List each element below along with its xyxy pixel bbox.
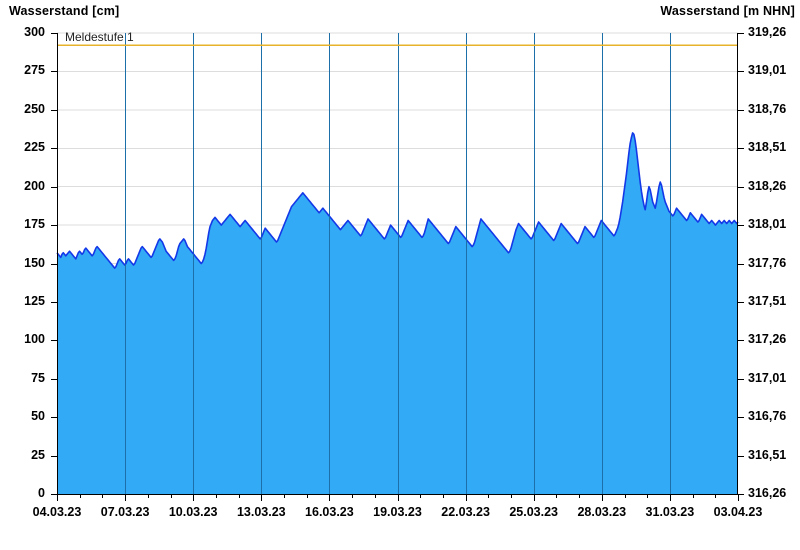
right-axis-tick-label: 319,26 <box>748 25 787 39</box>
x-axis-tick-label: 13.03.23 <box>236 505 286 519</box>
right-axis-tick-label: 316,26 <box>748 486 787 500</box>
x-axis-tick-label: 19.03.23 <box>373 505 422 519</box>
right-axis-tick-label: 318,76 <box>748 101 787 116</box>
meldestufe-1-label: Meldestufe 1 <box>65 30 134 45</box>
left-axis-tick-label: 25 <box>31 447 45 462</box>
left-axis-tick-label: 0 <box>38 486 45 500</box>
right-axis-tick-label: 316,51 <box>748 447 787 462</box>
right-axis-tick-label: 318,26 <box>748 178 787 193</box>
left-axis-tick-label: 175 <box>24 217 45 232</box>
x-axis-tick-label: 22.03.23 <box>441 505 490 519</box>
right-axis-tick-label: 318,51 <box>748 140 787 155</box>
right-axis-tick-label: 317,51 <box>748 293 787 308</box>
right-axis-tick-label: 316,76 <box>748 409 787 424</box>
x-axis-tick-label: 28.03.23 <box>577 505 627 519</box>
left-axis-tick-label: 275 <box>24 63 45 78</box>
left-axis-tick-label: 125 <box>24 293 45 308</box>
right-axis-tick-label: 319,01 <box>748 63 787 78</box>
left-axis-tick-label: 75 <box>31 370 45 385</box>
right-axis-tick-label: 317,01 <box>748 370 787 385</box>
left-axis-tick-label: 50 <box>31 409 45 424</box>
left-axis-title: Wasserstand [cm] <box>9 4 120 18</box>
x-axis-tick-label: 03.04.23 <box>713 505 763 519</box>
x-axis-tick-label: 10.03.23 <box>168 505 218 519</box>
right-axis-tick-label: 317,76 <box>748 255 787 270</box>
right-axis-title: Wasserstand [m NHN] <box>660 4 795 18</box>
left-axis-tick-label: 200 <box>24 178 45 193</box>
x-axis-tick-label: 31.03.23 <box>645 505 695 519</box>
x-axis-tick-label: 07.03.23 <box>100 505 150 519</box>
left-axis-tick-label: 150 <box>24 255 45 270</box>
left-axis-tick-label: 100 <box>24 332 45 347</box>
left-axis-tick-label: 225 <box>24 140 45 155</box>
axis-tick-marks <box>51 32 744 501</box>
axis-lines <box>56 33 739 496</box>
x-axis-tick-label: 04.03.23 <box>32 505 82 519</box>
right-axis-tick-label: 317,26 <box>748 332 787 347</box>
water-level-area <box>56 132 739 494</box>
x-axis-tick-label: 25.03.23 <box>509 505 559 519</box>
left-axis-tick-label: 250 <box>24 101 45 116</box>
right-axis-tick-label: 318,01 <box>748 217 787 232</box>
x-axis-tick-label: 16.03.23 <box>305 505 354 519</box>
left-axis-tick-label: 300 <box>24 25 45 39</box>
